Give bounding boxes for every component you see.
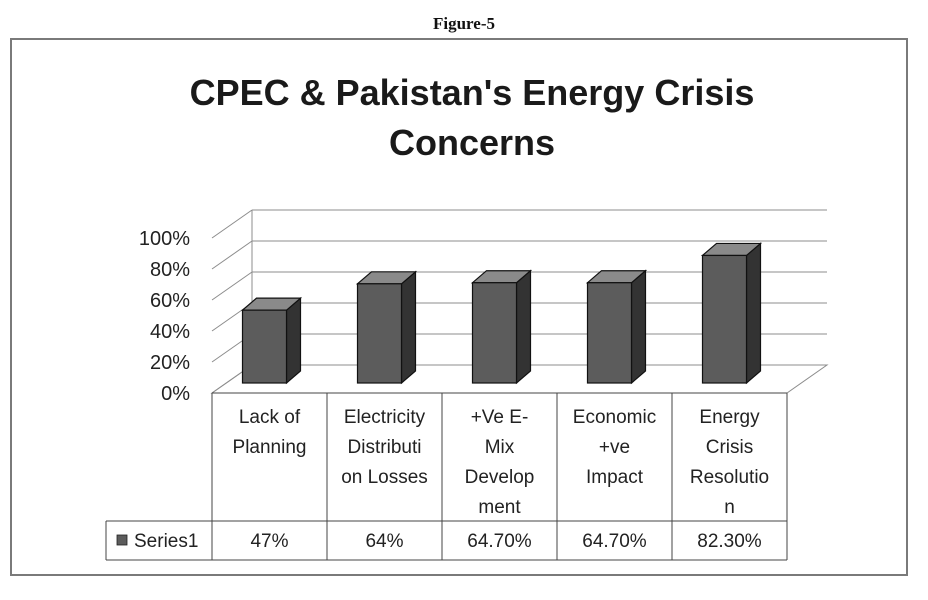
data-label: 64.70% [582, 531, 647, 552]
bar-side [745, 242, 762, 385]
bar-front [701, 254, 748, 384]
chart-title: CPEC & Pakistan's Energy Crisis Concerns [189, 72, 755, 163]
bar-front [241, 309, 288, 384]
side-wall-line [211, 240, 253, 270]
side-wall-line [211, 209, 253, 239]
bar [700, 242, 763, 385]
bar-side [515, 269, 532, 385]
bar-side [400, 270, 417, 385]
y-tick-label: 20% [150, 352, 190, 374]
legend-series-name: Series1 [134, 531, 198, 552]
data-label: 47% [250, 531, 288, 552]
y-tick-label: 80% [150, 259, 190, 281]
data-label: 64.70% [467, 531, 532, 552]
y-tick-label: 0% [161, 383, 190, 405]
bar [240, 296, 303, 385]
x-category-label: Economic +ve Impact [573, 407, 656, 488]
bar [470, 269, 533, 385]
x-category-label: Lack of Planning [233, 407, 307, 458]
bar [585, 269, 648, 385]
bar-front [586, 282, 633, 384]
x-category-label: +Ve E-Mix Develop ment [465, 407, 535, 518]
y-tick-label: 60% [150, 290, 190, 312]
x-category-label: Energy Crisis Resolutio n [690, 407, 769, 518]
data-label: 64% [365, 531, 403, 552]
x-category-label: Electricity Distributi on Losses [341, 407, 428, 488]
bar-side [285, 296, 302, 385]
y-tick-label: 100% [139, 228, 190, 250]
data-label: 82.30% [697, 531, 762, 552]
bar-front [356, 283, 403, 384]
bar-side [630, 269, 647, 385]
side-wall-line [211, 271, 253, 301]
legend-key [116, 534, 128, 546]
bar [355, 270, 418, 385]
y-tick-label: 40% [150, 321, 190, 343]
figure-caption: Figure-5 [432, 14, 495, 33]
bar-front [471, 282, 518, 384]
